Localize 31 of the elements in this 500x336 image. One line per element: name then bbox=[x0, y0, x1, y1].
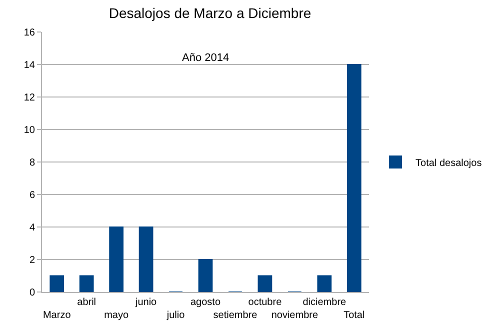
bar bbox=[346, 64, 362, 292]
y-tick-label: 8 bbox=[29, 158, 36, 168]
bar bbox=[317, 275, 332, 292]
y-tick-label: 4 bbox=[29, 222, 36, 234]
bar bbox=[138, 226, 154, 292]
x-tick-label: junio bbox=[134, 297, 158, 308]
x-tick-label: Marzo bbox=[42, 310, 72, 321]
y-tick-label: 16 bbox=[24, 28, 36, 38]
x-tick-label: agosto bbox=[190, 297, 221, 308]
y-tick-label: 14 bbox=[24, 60, 36, 71]
bar bbox=[109, 226, 124, 292]
annotation: Año 2014 bbox=[182, 52, 230, 64]
bar bbox=[198, 259, 213, 292]
y-tick-label: 2 bbox=[29, 255, 36, 266]
chart-title: Desalojos de Marzo a Diciembre bbox=[108, 5, 312, 22]
bar bbox=[258, 275, 272, 292]
y-tick-label: 6 bbox=[29, 190, 36, 201]
bar bbox=[50, 275, 64, 292]
x-tick-label: Total bbox=[344, 310, 365, 321]
x-tick-label: diciembre bbox=[302, 297, 347, 308]
y-tick-label: 10 bbox=[24, 125, 36, 136]
y-tick-label: 0 bbox=[29, 288, 36, 298]
x-tick-label: octubre bbox=[248, 297, 282, 308]
x-tick-label: setiembre bbox=[213, 310, 258, 321]
x-tick-label: mayo bbox=[104, 310, 129, 321]
legend-label: Total desalojos bbox=[416, 158, 482, 169]
bar bbox=[79, 275, 94, 292]
y-tick-label: 12 bbox=[24, 92, 36, 104]
x-tick-label: abril bbox=[77, 297, 96, 308]
x-tick-label: julio bbox=[166, 310, 186, 321]
x-tick-label: noviembre bbox=[271, 310, 318, 321]
